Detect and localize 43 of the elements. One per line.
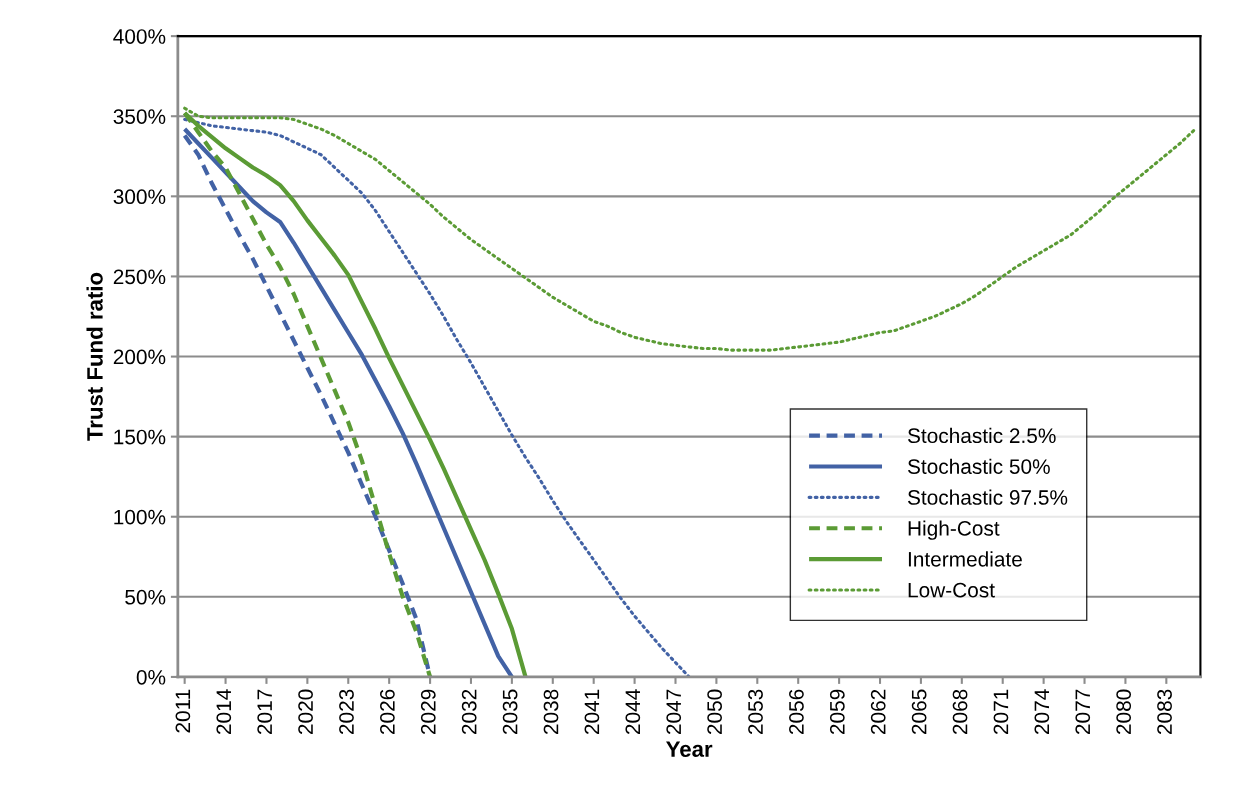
x-tick-label: 2035 [502, 689, 518, 735]
y-axis-title: Trust Fund ratio [86, 272, 103, 441]
x-tick-label: 2083 [1157, 689, 1172, 735]
x-tick-label: 2026 [380, 689, 395, 735]
x-tick-label: 2050 [707, 689, 722, 735]
y-tick-label: 300% [113, 189, 166, 205]
x-tick-label: 2065 [911, 689, 927, 735]
x-tick-label: 2059 [829, 689, 845, 735]
legend-label: Low-Cost [908, 582, 995, 598]
x-axis-title: Year [666, 741, 713, 757]
x-tick-label: 2047 [666, 689, 682, 735]
legend-label: Intermediate [908, 551, 1022, 567]
x-tick-label: 2023 [339, 689, 354, 735]
x-tick-label: 2071 [993, 689, 1009, 735]
x-tick-label: 2029 [420, 689, 436, 735]
x-tick-label: 2080 [1116, 689, 1132, 735]
x-tick-label: 2041 [584, 689, 600, 735]
x-tick-label: 2053 [748, 689, 763, 735]
y-tick-label: 400% [113, 29, 166, 44]
legend-label: Stochastic 97.5% [907, 489, 1068, 505]
x-tick-label: 2074 [1034, 689, 1050, 735]
x-tick-label: 2020 [298, 689, 313, 735]
y-tick-label: 250% [113, 269, 166, 285]
legend-label: High-Cost [908, 520, 1000, 540]
legend-label: Stochastic 2.5% [907, 427, 1056, 444]
x-tick-label: 2077 [1075, 689, 1091, 735]
y-tick-label: 350% [113, 109, 166, 124]
y-tick-label: 150% [114, 429, 166, 445]
x-tick-label: 2014 [216, 689, 232, 735]
line-series [183, 117, 691, 677]
y-tick-label: 200% [113, 349, 166, 365]
x-tick-label: 2056 [789, 689, 804, 735]
y-tick-label: 0% [136, 669, 166, 685]
x-tick-label: 2011 [175, 689, 191, 733]
x-tick-label: 2017 [257, 689, 273, 735]
y-tick-label: 100% [114, 509, 166, 525]
x-tick-label: 2044 [625, 689, 641, 735]
x-tick-label: 2068 [952, 689, 968, 735]
x-tick-label: 2038 [543, 689, 559, 735]
x-tick-label: 2032 [461, 689, 477, 735]
x-tick-label: 2062 [870, 689, 886, 735]
y-tick-label: 50% [125, 589, 166, 605]
legend-label: Stochastic 50% [907, 458, 1050, 474]
